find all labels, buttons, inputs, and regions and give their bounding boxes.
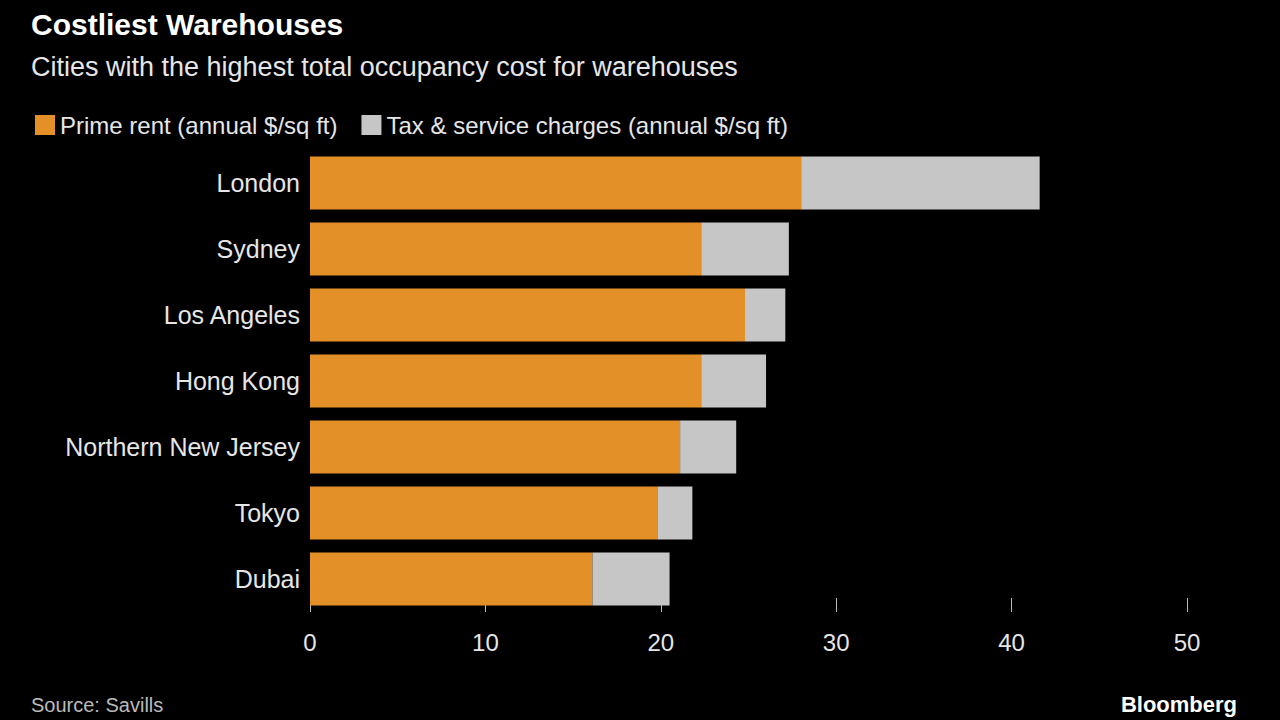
svg-text:0: 0 (303, 629, 316, 656)
svg-text:Los Angeles: Los Angeles (164, 301, 300, 329)
svg-text:20: 20 (647, 629, 674, 656)
svg-text:10: 10 (472, 629, 499, 656)
svg-text:30: 30 (823, 629, 850, 656)
svg-text:50: 50 (1174, 629, 1201, 656)
svg-text:Tax & service charges (annual: Tax & service charges (annual $/sq ft) (386, 112, 788, 139)
svg-text:Costliest Warehouses: Costliest Warehouses (31, 8, 343, 41)
svg-text:Hong Kong: Hong Kong (175, 367, 300, 395)
svg-text:Dubai: Dubai (235, 565, 300, 593)
svg-text:Bloomberg: Bloomberg (1121, 692, 1237, 717)
svg-text:Prime rent (annual $/sq ft): Prime rent (annual $/sq ft) (60, 112, 337, 139)
svg-text:London: London (217, 169, 300, 197)
svg-text:Cities with the highest total: Cities with the highest total occupancy … (31, 52, 738, 82)
svg-text:Northern New Jersey: Northern New Jersey (65, 433, 300, 461)
svg-text:Sydney: Sydney (217, 235, 301, 263)
svg-text:40: 40 (998, 629, 1025, 656)
svg-text:Source: Savills: Source: Savills (31, 694, 163, 716)
svg-text:Tokyo: Tokyo (235, 499, 300, 527)
